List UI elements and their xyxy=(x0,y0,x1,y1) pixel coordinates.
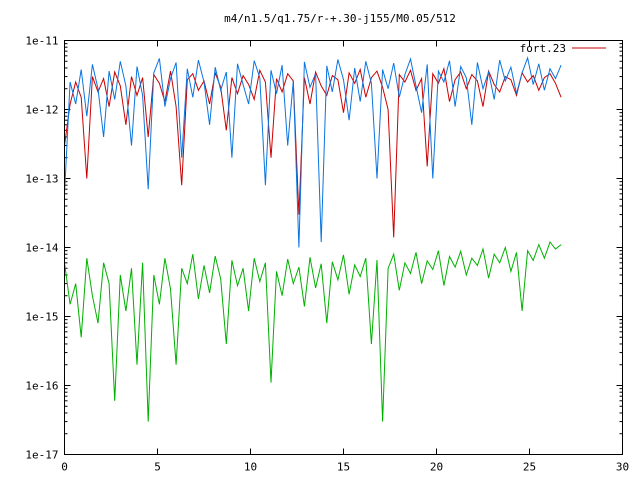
y-tick-label: 1e-15 xyxy=(25,311,58,324)
legend-label-fort-23: fort.23 xyxy=(520,42,566,55)
chart-title: m4/n1.5/q1.75/r-+.30-j155/M0.05/512 xyxy=(224,12,456,25)
x-tick-label: 30 xyxy=(616,461,629,474)
series-line-2 xyxy=(64,240,562,422)
series-layer xyxy=(64,56,562,422)
x-tick-label: 15 xyxy=(337,461,350,474)
series-line-1 xyxy=(64,56,562,248)
x-tick-label: 10 xyxy=(244,461,257,474)
y-tick-label: 1e-16 xyxy=(25,380,58,393)
axes: 0 5 10 15 20 25 30 1e-11 1e-12 1e-13 1e-14 1e-15 1e-… xyxy=(25,35,629,474)
y-tick-label: 1e-14 xyxy=(25,242,58,255)
y-tick-label: 1e-13 xyxy=(25,173,58,186)
y-tick-label: 1e-12 xyxy=(25,104,58,117)
x-tick-label: 0 xyxy=(61,461,68,474)
y-tick-label: 1e-11 xyxy=(25,35,58,48)
y-tick-label: 1e-17 xyxy=(25,449,58,462)
x-tick-label: 5 xyxy=(154,461,161,474)
x-tick-label: 25 xyxy=(523,461,536,474)
x-tick-label: 20 xyxy=(430,461,443,474)
plot-frame xyxy=(64,40,623,455)
series-line-0 xyxy=(64,66,562,238)
legend: fort.23 xyxy=(520,42,606,55)
